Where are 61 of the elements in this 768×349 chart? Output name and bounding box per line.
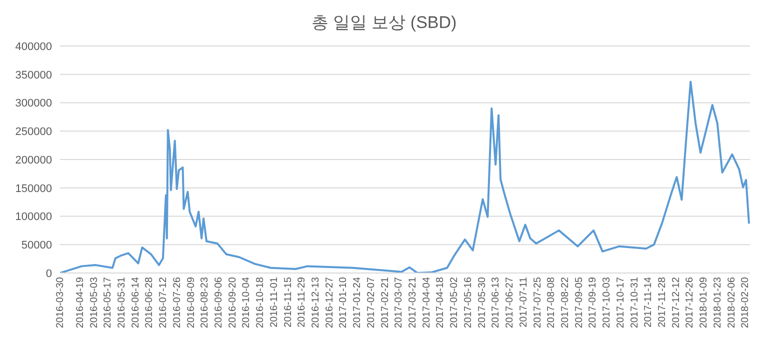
y-tick-label: 0 [46, 268, 52, 280]
x-tick-label: 2016-10-04 [241, 276, 252, 328]
x-tick-label: 2017-10-03 [602, 276, 613, 328]
y-tick-label: 200000 [15, 154, 52, 166]
x-tick-label: 2016-04-19 [74, 276, 86, 328]
x-tick-label: 2017-04-04 [421, 276, 432, 328]
x-tick-label: 2017-10-17 [615, 276, 626, 328]
x-tick-label: 2017-12-26 [684, 276, 696, 328]
x-tick-label: 2017-08-22 [560, 276, 571, 328]
x-tick-label: 2017-11-28 [656, 276, 668, 328]
x-tick-label: 2018-02-20 [740, 276, 752, 328]
x-tick-label: 2016-06-28 [144, 276, 156, 328]
x-tick-label: 2016-05-31 [116, 276, 128, 328]
x-tick-label: 2016-09-06 [213, 276, 224, 328]
y-tick-label: 300000 [15, 98, 52, 110]
x-tick-label: 2017-08-08 [546, 276, 558, 328]
y-tick-label: 50000 [21, 240, 52, 252]
x-tick-label: 2017-06-27 [504, 276, 516, 328]
x-tick-label: 2017-07-25 [532, 276, 544, 328]
x-tick-label: 2016-07-26 [172, 276, 183, 328]
chart-title: 총 일일 보상 (SBD) [310, 12, 458, 34]
x-tick-label: 2017-01-24 [352, 276, 364, 328]
x-tick-label: 2016-06-14 [130, 276, 142, 328]
x-tick-label: 2016-11-01 [268, 276, 280, 328]
x-tick-label: 2017-09-19 [588, 276, 599, 328]
x-tick-label: 2017-09-05 [574, 276, 585, 328]
x-tick-label: 2016-08-09 [186, 276, 197, 328]
x-tick-label: 2017-03-07 [394, 276, 405, 328]
y-tick-label: 150000 [15, 182, 52, 195]
x-tick-label: 2016-11-29 [296, 276, 308, 328]
x-tick-label: 2016-09-20 [227, 276, 238, 328]
x-tick-label: 2017-01-10 [338, 276, 350, 328]
y-tick-label: 250000 [15, 126, 52, 138]
x-tick-label: 2017-12-12 [670, 276, 682, 328]
x-tick-label: 2018-01-23 [712, 276, 724, 328]
x-tick-label: 2018-02-06 [726, 276, 738, 328]
y-tick-label: 100000 [15, 211, 52, 224]
x-tick-label: 2016-10-18 [255, 276, 266, 328]
x-tick-label: 2017-05-16 [462, 276, 474, 328]
x-tick-label: 2017-10-31 [629, 276, 640, 328]
y-tick-label: 400000 [15, 40, 52, 53]
x-tick-label: 2016-12-27 [324, 276, 336, 328]
x-tick-label: 2016-05-17 [102, 276, 114, 328]
x-tick-label: 2018-01-09 [698, 276, 710, 328]
x-tick-label: 2017-05-30 [476, 276, 488, 328]
x-tick-label: 2017-06-13 [490, 276, 502, 328]
x-tick-label: 2016-03-30 [55, 276, 66, 328]
x-tick-label: 2017-03-21 [408, 276, 419, 328]
x-tick-label: 2016-05-03 [88, 276, 100, 328]
x-tick-label: 2017-07-11 [518, 276, 530, 328]
x-tick-label: 2016-11-15 [282, 276, 294, 328]
x-tick-label: 2017-05-02 [449, 276, 460, 328]
x-tick-label: 2017-11-14 [643, 276, 654, 328]
x-tick-label: 2016-08-23 [200, 276, 211, 328]
y-tick-label: 350000 [15, 69, 52, 82]
x-tick-label: 2016-07-12 [158, 276, 170, 328]
x-tick-label: 2017-02-07 [366, 276, 377, 328]
line-series [60, 80, 750, 273]
x-tick-label: 2016-12-13 [310, 276, 322, 328]
x-tick-label: 2017-04-18 [435, 276, 446, 328]
x-tick-label: 2017-02-21 [380, 276, 391, 328]
